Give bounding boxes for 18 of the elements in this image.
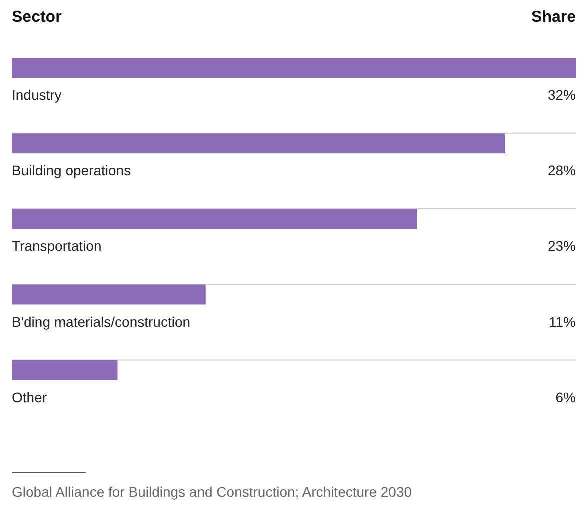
y-tick-label: Transportation [12, 238, 102, 254]
x-axis-title: Share [532, 8, 576, 28]
bar [12, 209, 418, 230]
data-label: 32% [548, 87, 576, 103]
y-tick-label: Building operations [12, 162, 132, 179]
y-tick-label: Other [12, 389, 48, 406]
bar [12, 134, 506, 154]
data-label: 23% [548, 238, 576, 254]
bar [12, 284, 206, 305]
data-label: 11% [549, 314, 576, 330]
data-label: 6% [556, 389, 576, 406]
y-tick-label: B'ding materials/construction [12, 314, 191, 330]
y-tick-label: Industry [12, 87, 62, 103]
data-label: 28% [548, 162, 576, 179]
y-axis-title: Sector [12, 8, 62, 28]
text: Global Alliance for Buildings and Construction; Architecture 2030 [12, 483, 414, 502]
bar [12, 58, 576, 78]
bar [12, 360, 118, 380]
